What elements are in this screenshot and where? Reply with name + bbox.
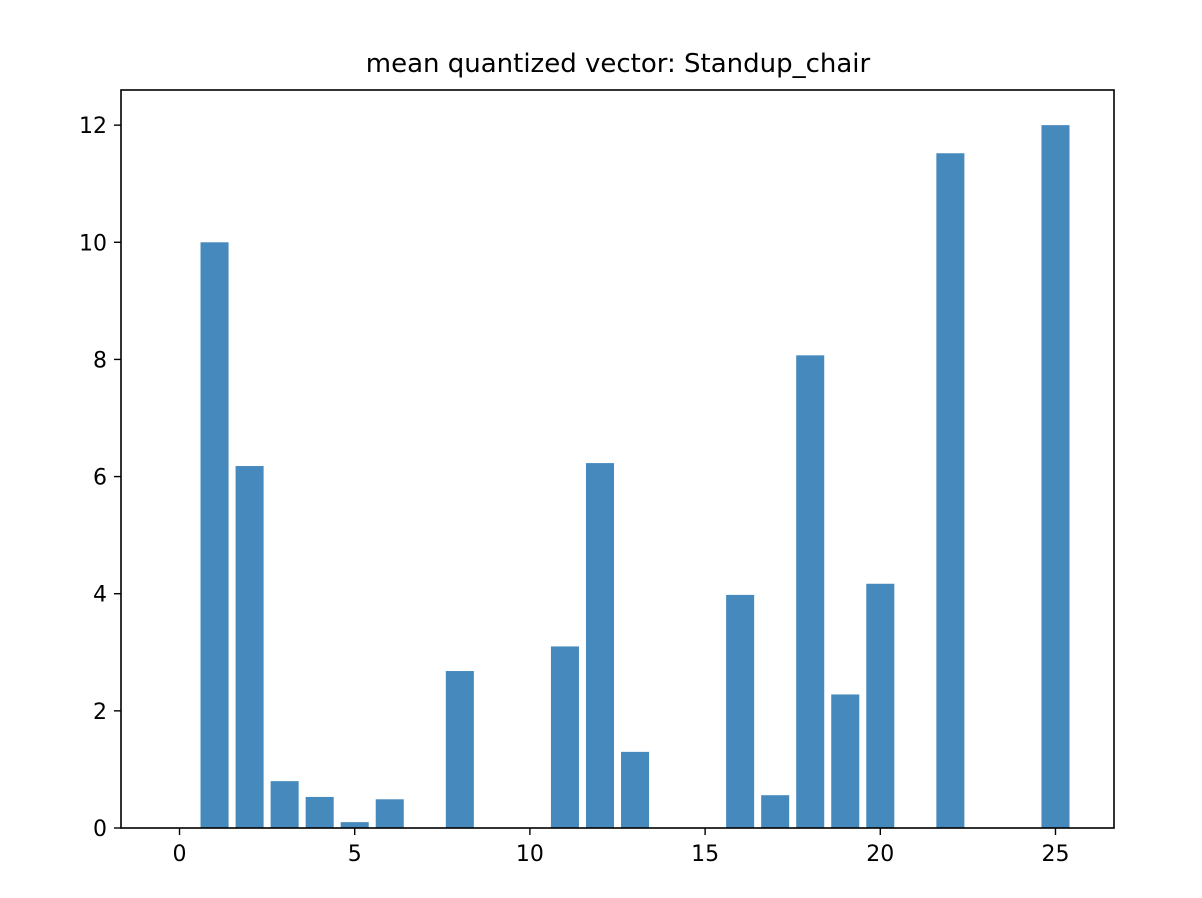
x-tick-label: 10 [516, 842, 544, 867]
bar-6 [375, 799, 404, 828]
y-tick-label: 12 [79, 114, 107, 139]
x-tick-label: 25 [1041, 842, 1069, 867]
plot-frame [120, 89, 1115, 829]
bar-3 [270, 781, 299, 828]
x-tick-label: 0 [173, 842, 187, 867]
x-tick-label: 5 [348, 842, 362, 867]
bar-1 [200, 242, 229, 829]
chart-title: mean quantized vector: Standup_chair [366, 49, 871, 79]
bars-layer [200, 125, 1070, 829]
y-tick-label: 6 [93, 466, 107, 491]
bar-13 [621, 751, 650, 828]
y-tick-label: 2 [93, 700, 107, 725]
bar-20 [866, 583, 895, 828]
bar-25 [1041, 125, 1070, 828]
bar-12 [585, 463, 614, 828]
bar-8 [445, 671, 474, 828]
y-tick-label: 8 [93, 348, 107, 373]
y-tick-label: 4 [93, 583, 107, 608]
bar-5 [340, 822, 369, 828]
x-tick-label: 20 [866, 842, 894, 867]
y-tick-label: 10 [79, 231, 107, 256]
bar-2 [235, 466, 264, 828]
y-tick-label: 0 [93, 817, 107, 842]
bar-4 [305, 796, 334, 828]
bar-17 [761, 795, 790, 828]
x-tick-label: 15 [691, 842, 719, 867]
bar-11 [550, 646, 579, 828]
x-axis: 0 5 10 15 20 25 [173, 828, 1069, 867]
bar-22 [936, 153, 965, 828]
y-axis: 0 2 4 6 8 10 12 [79, 114, 121, 842]
bar-19 [831, 694, 860, 828]
bar-16 [726, 594, 755, 828]
bar-18 [796, 355, 825, 828]
